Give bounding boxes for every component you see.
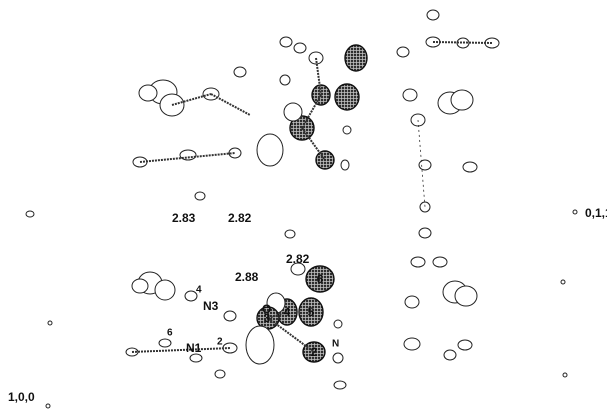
atom	[457, 339, 473, 351]
atom-label: N3	[203, 299, 219, 313]
atom	[333, 380, 347, 390]
atom	[138, 84, 158, 102]
bond	[267, 311, 288, 319]
axis-point	[45, 403, 51, 409]
bond	[315, 57, 322, 96]
bond	[267, 317, 315, 353]
shaded-atom	[344, 44, 368, 72]
atom	[279, 74, 291, 86]
distance-label: 2.82	[286, 252, 310, 266]
atom	[290, 262, 306, 276]
atom-label: N	[332, 339, 339, 350]
distance-label: 2.88	[235, 270, 259, 284]
atom	[418, 227, 432, 239]
atom	[293, 42, 307, 54]
bond	[210, 93, 251, 116]
molecule-drawing	[25, 9, 578, 409]
atom	[426, 9, 440, 21]
atom	[47, 320, 53, 326]
atom	[419, 201, 431, 213]
atom	[402, 88, 418, 102]
atom	[131, 278, 149, 294]
atom-label: 3	[264, 311, 271, 325]
atom-label: N1	[186, 341, 202, 355]
atom	[284, 229, 296, 239]
atom	[279, 36, 293, 48]
atom-label: 2	[217, 337, 223, 348]
distance-label: 2.82	[228, 211, 252, 225]
atom-label: 6	[167, 328, 173, 339]
atom	[403, 337, 421, 351]
atom	[184, 290, 198, 302]
atom-label: 6	[317, 272, 324, 286]
atom	[396, 46, 410, 58]
atom	[443, 349, 457, 361]
atom	[194, 191, 206, 201]
atom-label: 5	[308, 305, 315, 319]
atom	[340, 159, 350, 171]
shaded-atom	[334, 83, 360, 111]
atom	[418, 159, 432, 171]
bond	[432, 41, 493, 44]
atom-label: O	[262, 302, 271, 316]
bond	[139, 152, 236, 163]
atom	[432, 256, 448, 268]
atom-label: 4	[284, 305, 291, 319]
shaded-atom	[305, 265, 335, 293]
atom-label: 4	[196, 285, 202, 296]
atom	[404, 295, 420, 309]
atom	[454, 285, 478, 307]
bond	[171, 93, 212, 106]
axis-label: 1,0,0	[8, 390, 35, 404]
atom	[410, 256, 426, 268]
axis-label: 0,1,1	[585, 206, 607, 220]
atom	[562, 372, 568, 378]
bond	[301, 127, 326, 161]
atom	[154, 279, 176, 301]
bond	[131, 347, 231, 353]
atom	[158, 338, 172, 348]
atom	[332, 352, 344, 364]
atom	[560, 279, 566, 285]
atom	[342, 125, 352, 135]
atom	[256, 133, 284, 167]
atom	[462, 161, 478, 173]
atom	[214, 369, 226, 379]
atom	[245, 325, 275, 365]
atom	[223, 310, 237, 322]
atom	[333, 319, 343, 329]
atom	[233, 66, 247, 78]
axis-point	[572, 209, 578, 215]
atom	[25, 210, 35, 218]
atom	[189, 353, 203, 363]
atom	[283, 102, 303, 122]
atom	[228, 147, 242, 159]
bond	[301, 94, 322, 129]
atom-label: 2	[311, 345, 318, 359]
atom	[450, 89, 474, 111]
shaded-atom	[298, 297, 324, 327]
distance-label: 2.83	[172, 211, 196, 225]
